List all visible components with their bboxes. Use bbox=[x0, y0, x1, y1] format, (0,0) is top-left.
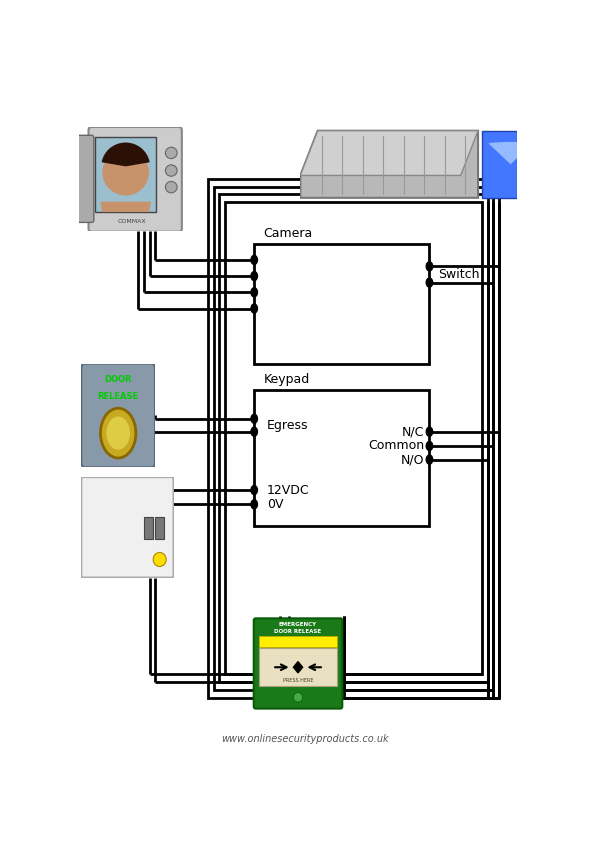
Text: 0V: 0V bbox=[267, 498, 284, 511]
Bar bbox=[219, 195, 487, 682]
Text: Common: Common bbox=[368, 440, 424, 452]
Circle shape bbox=[251, 486, 258, 494]
Circle shape bbox=[426, 427, 433, 436]
Circle shape bbox=[426, 278, 433, 287]
Text: Camera: Camera bbox=[264, 226, 313, 240]
Circle shape bbox=[426, 455, 433, 464]
Bar bbox=[214, 187, 493, 690]
Text: Egress: Egress bbox=[267, 418, 309, 432]
Circle shape bbox=[426, 262, 433, 271]
Circle shape bbox=[251, 500, 258, 509]
Text: N/C: N/C bbox=[402, 425, 424, 438]
Circle shape bbox=[251, 272, 258, 280]
Bar bbox=[208, 179, 499, 697]
Circle shape bbox=[251, 414, 258, 424]
Circle shape bbox=[251, 304, 258, 313]
Bar bbox=[254, 390, 430, 525]
Bar bbox=[225, 202, 482, 674]
Text: Switch: Switch bbox=[438, 268, 479, 281]
Bar bbox=[254, 243, 430, 364]
Text: www.onlinesecurityproducts.co.uk: www.onlinesecurityproducts.co.uk bbox=[221, 734, 389, 744]
Text: Keypad: Keypad bbox=[264, 373, 309, 386]
Text: N/O: N/O bbox=[400, 453, 424, 466]
Text: 12VDC: 12VDC bbox=[267, 483, 310, 497]
Circle shape bbox=[426, 441, 433, 450]
Circle shape bbox=[251, 255, 258, 264]
Circle shape bbox=[251, 427, 258, 436]
Circle shape bbox=[251, 288, 258, 297]
